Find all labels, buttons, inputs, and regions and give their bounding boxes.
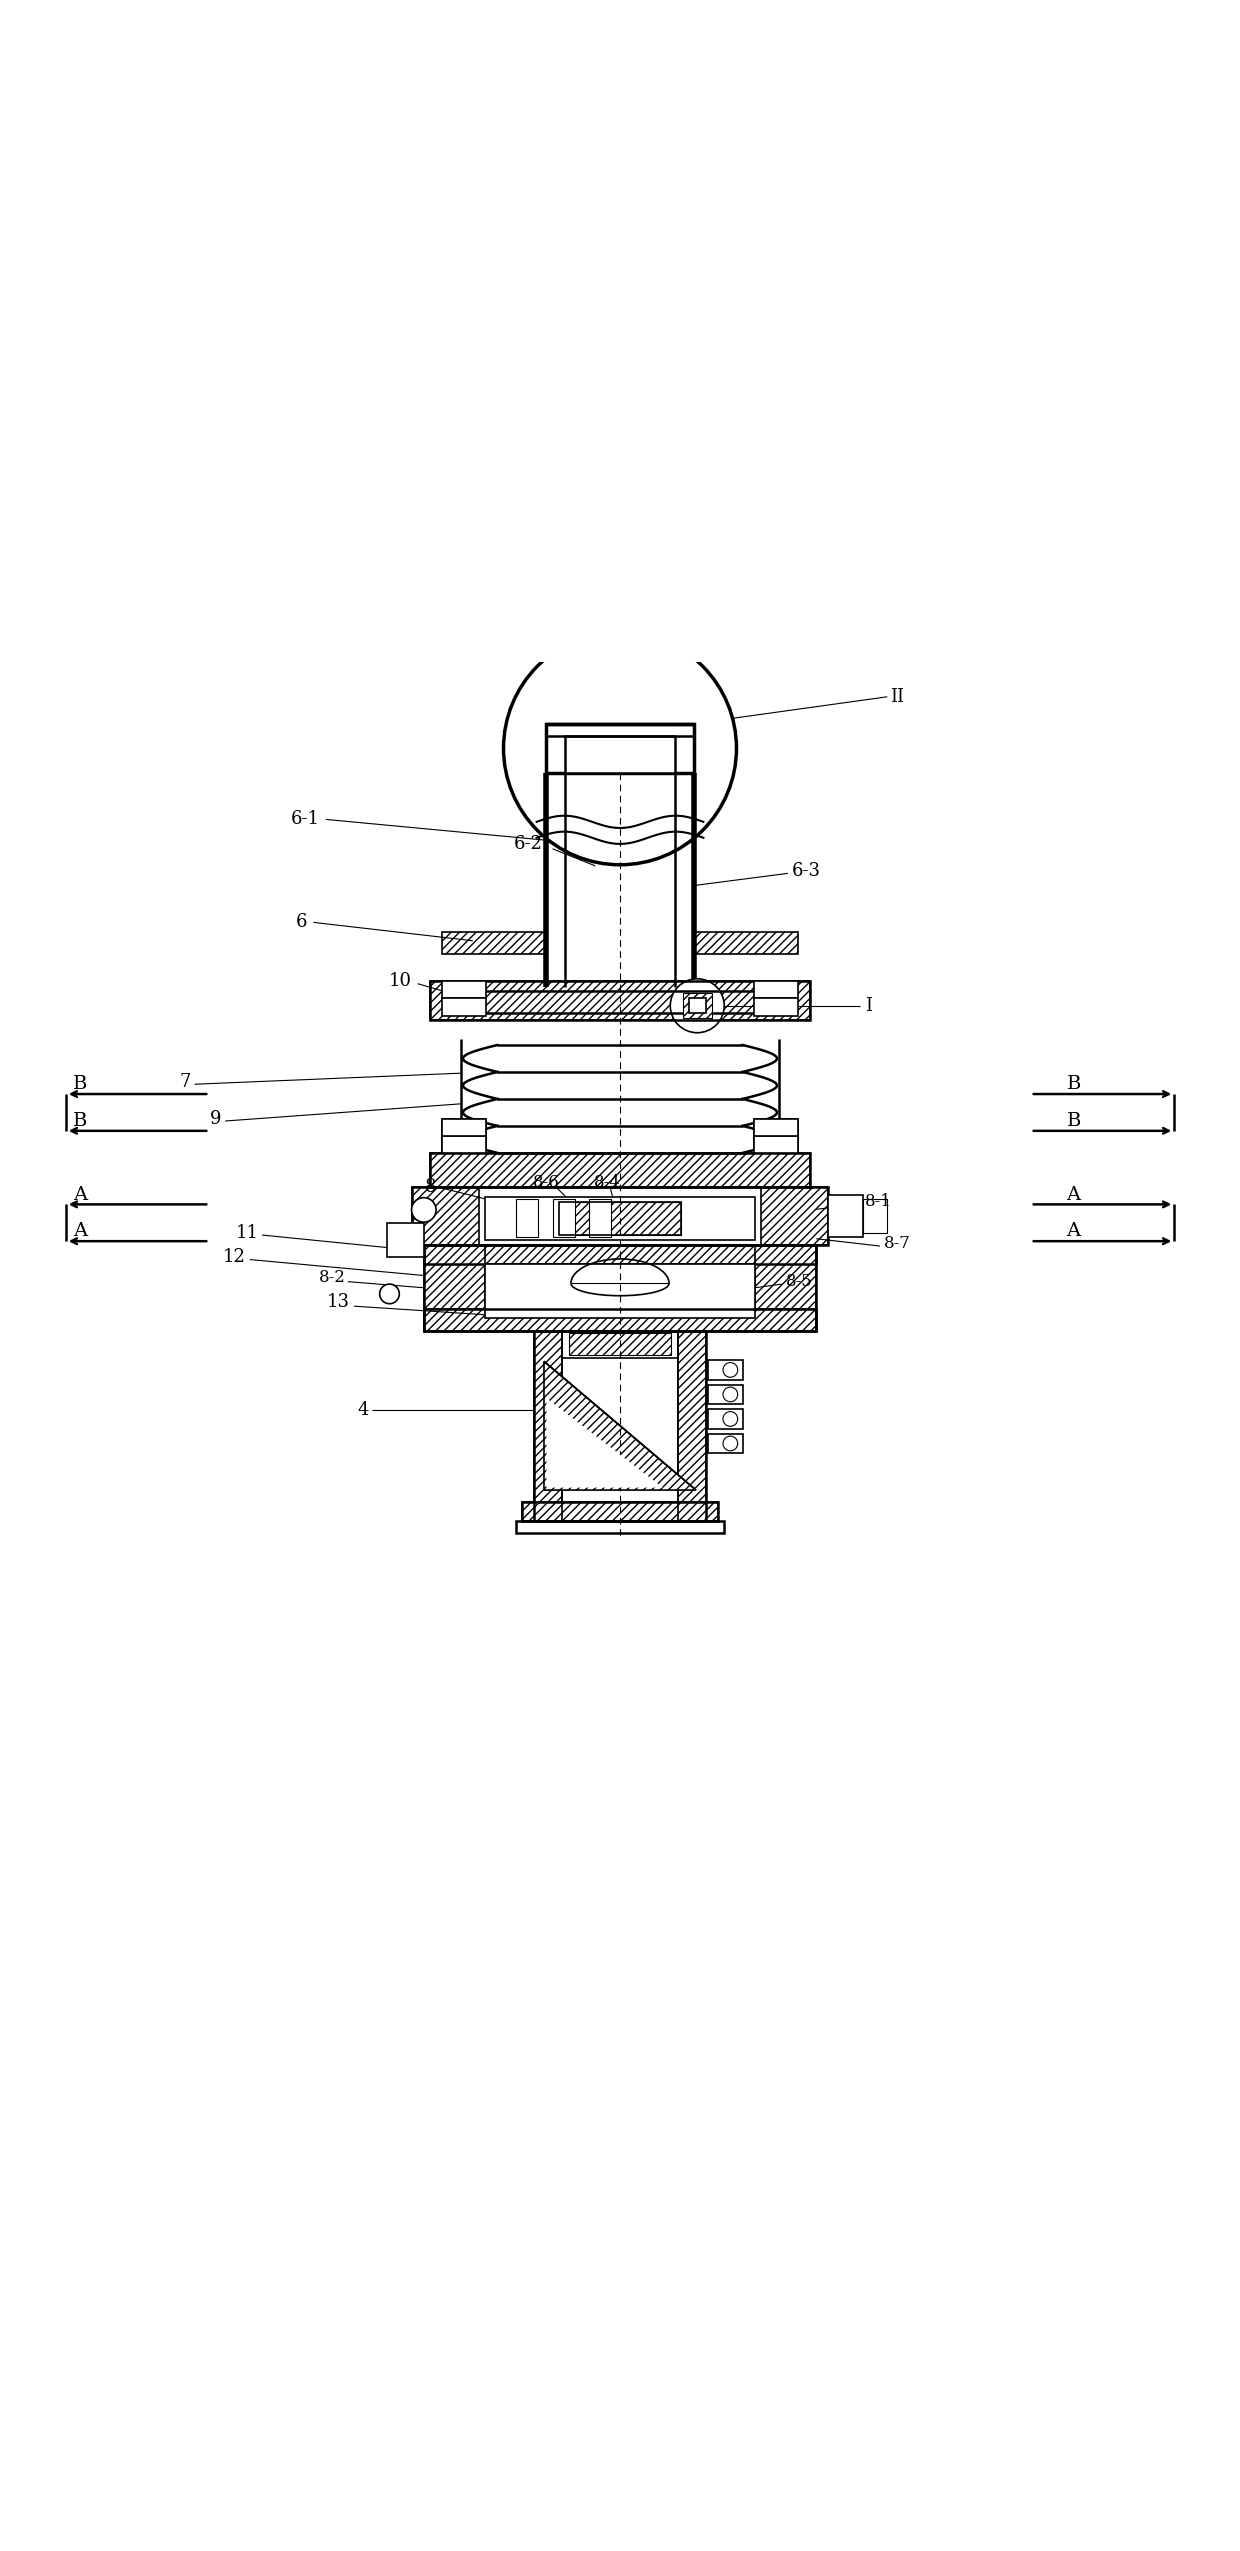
- Text: B: B: [73, 1074, 88, 1094]
- Bar: [563, 1332, 677, 1357]
- Bar: [534, 1332, 706, 1520]
- Bar: [443, 982, 486, 997]
- Circle shape: [412, 1196, 436, 1222]
- Bar: [761, 1186, 828, 1245]
- Bar: [708, 1360, 743, 1380]
- Bar: [559, 1202, 681, 1235]
- Bar: [412, 1186, 828, 1245]
- Bar: [565, 737, 675, 773]
- Polygon shape: [547, 1398, 663, 1487]
- Bar: [708, 1434, 743, 1454]
- Bar: [553, 1199, 574, 1237]
- Text: B: B: [1066, 1112, 1081, 1130]
- Text: 7: 7: [180, 1074, 191, 1092]
- Text: B: B: [73, 1112, 88, 1130]
- Text: 6-2: 6-2: [513, 834, 542, 852]
- Bar: [534, 1332, 563, 1520]
- Text: A: A: [1066, 1222, 1081, 1240]
- Bar: [677, 1332, 706, 1520]
- Bar: [443, 997, 486, 1015]
- Bar: [430, 1153, 810, 1186]
- Text: 12: 12: [223, 1247, 246, 1265]
- Text: 11: 11: [236, 1224, 258, 1242]
- Bar: [424, 1309, 816, 1332]
- Circle shape: [379, 1283, 399, 1304]
- Bar: [754, 997, 797, 1015]
- Bar: [443, 931, 547, 954]
- Circle shape: [723, 1436, 738, 1452]
- Text: A: A: [73, 1186, 88, 1204]
- Text: 10: 10: [388, 972, 412, 990]
- Text: A: A: [73, 1222, 88, 1240]
- Text: 6-3: 6-3: [791, 862, 821, 880]
- Bar: [430, 982, 810, 1020]
- Text: A: A: [1066, 1186, 1081, 1204]
- Text: 8-1: 8-1: [866, 1194, 892, 1209]
- Text: B: B: [1066, 1074, 1081, 1094]
- Bar: [443, 1135, 486, 1153]
- Text: 8-2: 8-2: [319, 1270, 345, 1286]
- Bar: [424, 1245, 816, 1332]
- Bar: [754, 1117, 797, 1135]
- Text: 8-6: 8-6: [533, 1173, 559, 1191]
- Text: 6-1: 6-1: [290, 811, 320, 829]
- Text: 13: 13: [326, 1293, 350, 1311]
- Bar: [485, 1265, 755, 1319]
- Bar: [387, 1222, 424, 1258]
- Polygon shape: [544, 1362, 696, 1490]
- Bar: [430, 982, 810, 1020]
- Text: 8-5: 8-5: [785, 1273, 812, 1291]
- Text: 4: 4: [357, 1400, 368, 1418]
- Bar: [424, 1309, 816, 1332]
- Bar: [682, 992, 712, 1018]
- Bar: [863, 1199, 888, 1232]
- Bar: [708, 1408, 743, 1429]
- Bar: [449, 990, 791, 1013]
- Circle shape: [723, 1411, 738, 1426]
- Bar: [522, 1503, 718, 1520]
- Bar: [443, 1135, 486, 1153]
- Circle shape: [503, 633, 737, 865]
- Bar: [443, 1117, 486, 1135]
- Bar: [547, 724, 693, 773]
- Bar: [589, 1199, 611, 1237]
- Circle shape: [671, 980, 724, 1033]
- Bar: [693, 931, 797, 954]
- Bar: [424, 1245, 816, 1265]
- Text: 8-7: 8-7: [884, 1235, 910, 1253]
- Bar: [708, 1385, 743, 1403]
- Bar: [424, 1245, 816, 1265]
- Text: 8: 8: [424, 1179, 436, 1196]
- Text: II: II: [890, 689, 904, 707]
- Text: 9: 9: [210, 1110, 222, 1128]
- Bar: [754, 1135, 797, 1153]
- Text: I: I: [866, 997, 872, 1015]
- Bar: [568, 1334, 672, 1355]
- Bar: [688, 997, 706, 1013]
- Text: 8-4: 8-4: [594, 1173, 621, 1191]
- Text: 6: 6: [296, 913, 308, 931]
- Bar: [522, 1503, 718, 1520]
- Bar: [828, 1194, 863, 1237]
- Bar: [755, 1245, 816, 1332]
- Circle shape: [723, 1362, 738, 1378]
- Bar: [485, 1196, 755, 1240]
- Bar: [516, 1199, 538, 1237]
- Bar: [754, 982, 797, 997]
- Bar: [754, 1117, 797, 1135]
- Bar: [754, 1135, 797, 1153]
- Bar: [424, 1245, 485, 1332]
- Circle shape: [723, 1388, 738, 1403]
- Bar: [516, 1520, 724, 1533]
- Bar: [449, 990, 791, 1013]
- Bar: [430, 1153, 810, 1186]
- Bar: [559, 1202, 681, 1235]
- Bar: [443, 1117, 486, 1135]
- Bar: [412, 1186, 479, 1245]
